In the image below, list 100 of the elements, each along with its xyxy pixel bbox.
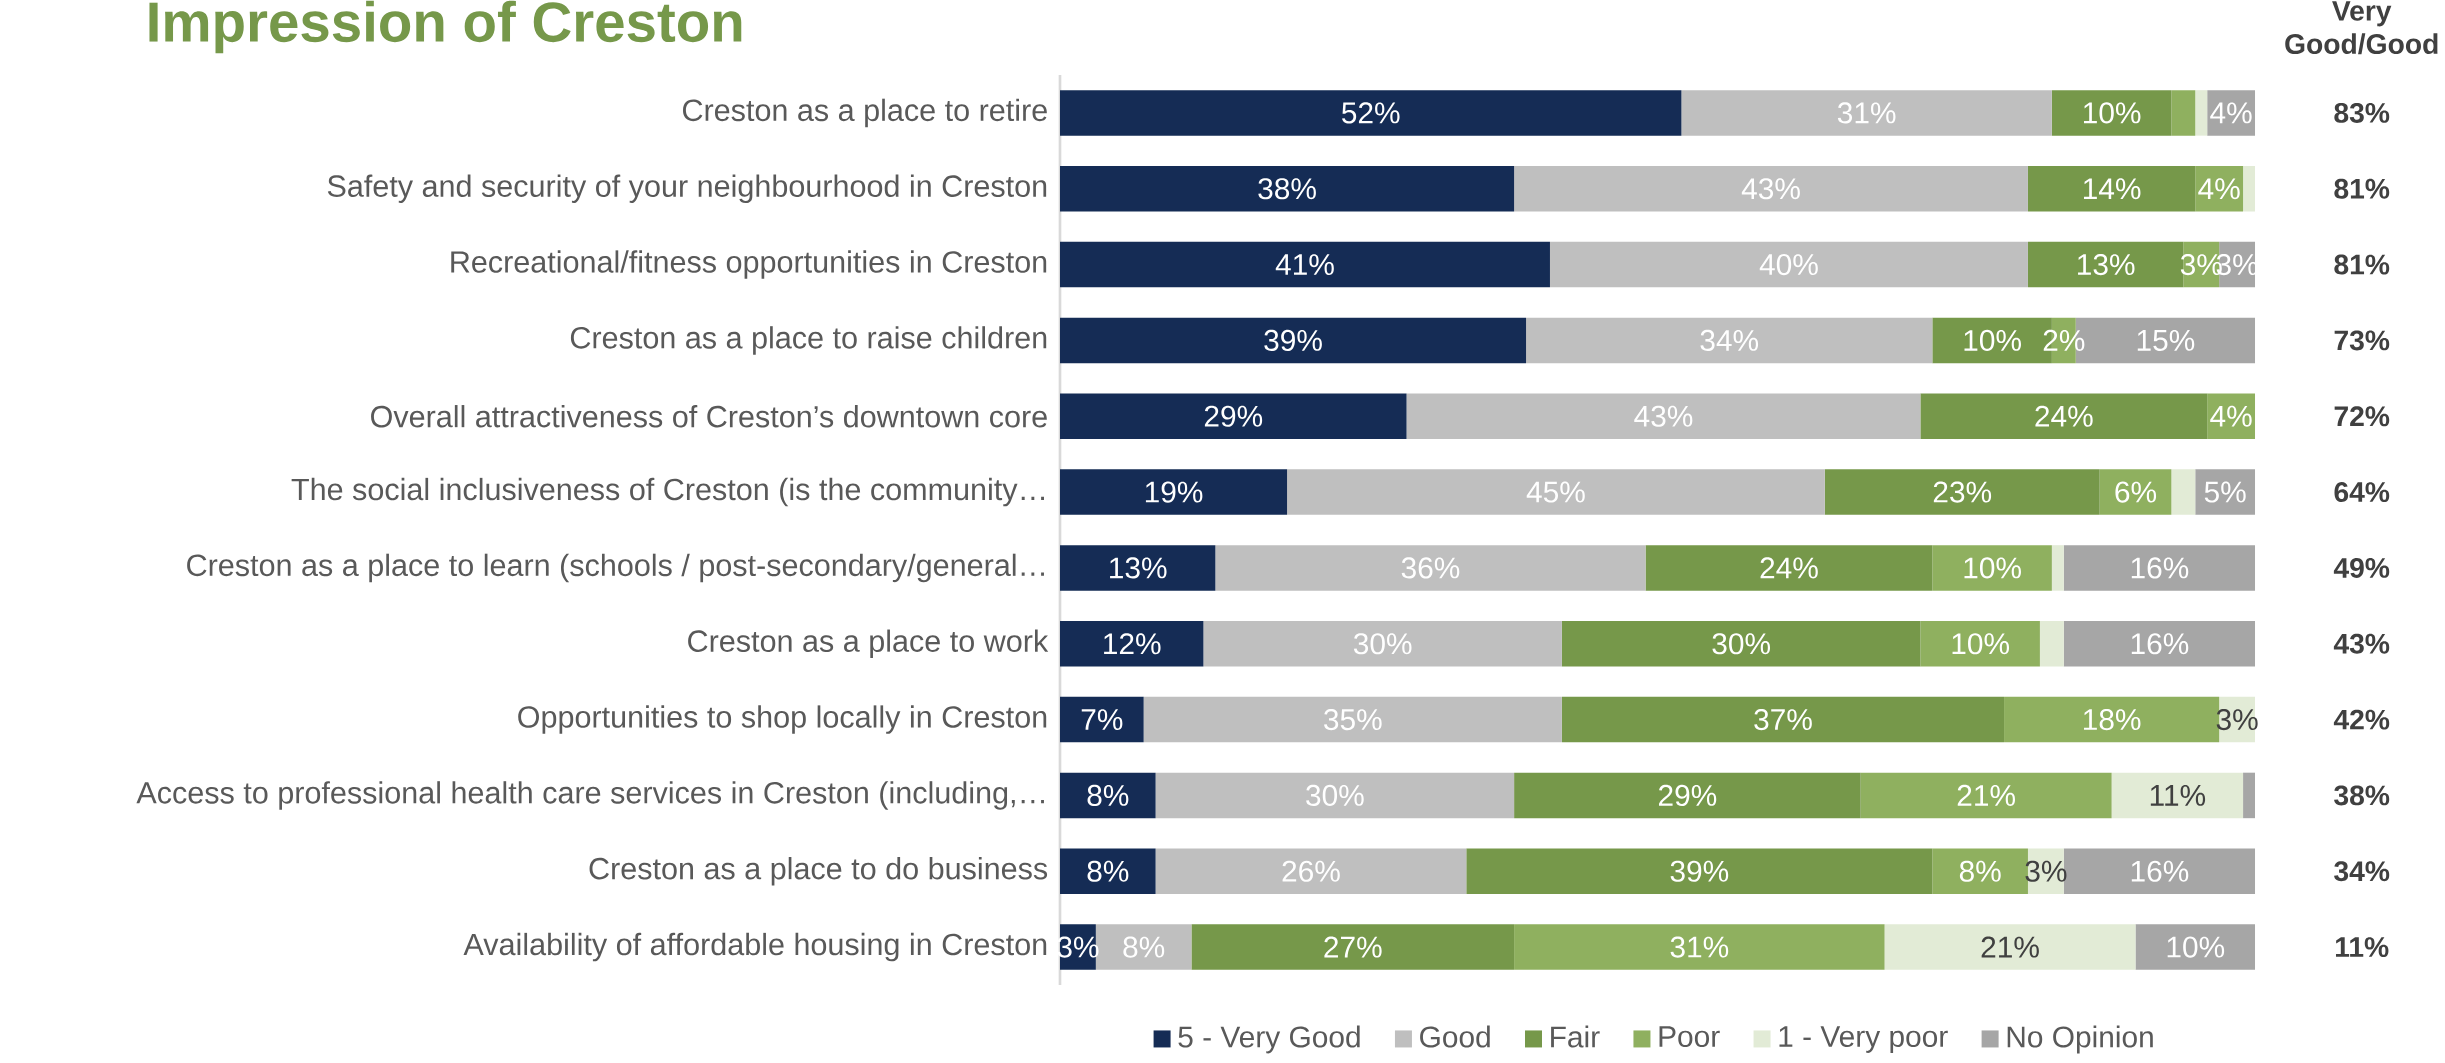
data-label: 31% [1670, 936, 1729, 958]
bar [2243, 772, 2256, 819]
bar [1155, 848, 1467, 895]
y-tick-label: Creston as a place to retire [683, 98, 1047, 128]
text: 42% [2333, 709, 2390, 730]
data-label: 16% [2131, 860, 2189, 882]
bar [1060, 696, 1144, 743]
bar [1060, 469, 1288, 515]
data-label: 30% [1306, 784, 1364, 807]
data-label: 23% [1933, 481, 1992, 503]
data-label: 13% [1110, 557, 1167, 579]
text: 81% [2334, 178, 2390, 199]
bar [1514, 924, 1885, 970]
y-tick-label: Safety and security of your neighbourhood in Creston [327, 174, 1047, 204]
data-label: 37% [1754, 708, 1812, 731]
data-label: 18% [2084, 708, 2141, 731]
data-label: 43% [1741, 178, 1800, 200]
data-label: 35% [1324, 708, 1382, 731]
bar [2051, 545, 2064, 591]
data-label: 16% [2131, 633, 2189, 655]
data-label: 41% [1275, 254, 1334, 276]
data-label: 13% [2078, 253, 2135, 276]
data-label: 34% [1700, 329, 1759, 352]
data-label: 36% [1401, 557, 1460, 579]
data-label: 40% [1759, 253, 1818, 276]
y-tick-label: Access to professional health care services in Creston (including,… [136, 781, 1044, 810]
bar [2195, 90, 2208, 136]
bar [1514, 772, 1861, 819]
data-label: 11% [2150, 784, 2206, 806]
data-label: 2% [2043, 329, 2085, 351]
data-label: 8% [1959, 860, 2001, 882]
y-tick-label: Availability of affordable housing in Creston [463, 932, 1047, 962]
bar [2051, 90, 2172, 136]
legend-label: Good [1420, 1025, 1490, 1048]
bar [1060, 166, 1515, 212]
text: 72% [2334, 406, 2390, 427]
data-label: 21% [1981, 936, 2039, 958]
bar [1060, 545, 1216, 591]
data-label: 8% [1087, 860, 1129, 882]
data-label: 43% [1634, 405, 1693, 427]
bar [2063, 545, 2256, 591]
data-label: 39% [1670, 860, 1729, 882]
data-label: 52% [1342, 102, 1400, 124]
data-label: 8% [1087, 784, 1129, 807]
data-label: 31% [1837, 102, 1896, 124]
text: 11% [2335, 937, 2389, 957]
text: 34% [2334, 861, 2390, 882]
bar [1060, 241, 1550, 288]
legend-label: 1 - Very poor [1779, 1026, 1948, 1053]
data-label: 7% [1081, 709, 1123, 731]
bar [2027, 166, 2196, 212]
data-label: 10% [1952, 633, 2010, 655]
data-label: 38% [1258, 178, 1316, 200]
y-tick-label: The social inclusiveness of Creston (is the community… [291, 477, 1044, 507]
y-tick-label: Recreational/fitness opportunities in Creston [451, 250, 1047, 279]
bar [2063, 621, 2256, 667]
text: Very Good/Good [2285, 1, 2438, 55]
bar [1060, 621, 1204, 667]
bar [2171, 90, 2196, 136]
legend-label: No Opinion [2007, 1025, 2153, 1054]
data-label: 19% [1145, 481, 1203, 503]
data-label: 29% [1658, 784, 1717, 807]
y-tick-label: Creston as a place to raise children [570, 326, 1047, 355]
text: 38% [2334, 785, 2390, 806]
bar [1215, 545, 1646, 591]
bar [2171, 469, 2196, 515]
bar [1920, 621, 2040, 667]
data-label: 29% [1204, 405, 1263, 427]
bar [1824, 469, 2100, 515]
bar [2039, 621, 2064, 667]
data-label: 27% [1324, 936, 1382, 958]
bar [1060, 90, 1682, 136]
bar [1526, 317, 1933, 364]
bar [1466, 848, 1933, 895]
data-label: 10% [1964, 557, 2021, 579]
bar [1287, 469, 1825, 515]
bar [2099, 469, 2172, 515]
data-label: 30% [1712, 633, 1771, 655]
bar [1561, 621, 1921, 667]
data-label: 24% [1760, 557, 1818, 579]
legend-label: 5 - Very Good [1178, 1025, 1360, 1054]
data-label: 4% [2198, 178, 2240, 200]
data-label: 39% [1264, 329, 1322, 352]
y-tick-label: Creston as a place to do business [589, 857, 1048, 886]
data-label: 8% [1123, 936, 1165, 958]
data-label: 21% [1957, 784, 2015, 806]
bar [1060, 772, 1156, 819]
text: 49% [2333, 557, 2390, 578]
data-label: 45% [1526, 481, 1585, 503]
legend-label: Fair [1551, 1025, 1600, 1048]
bar [2243, 166, 2256, 212]
bar [1191, 924, 1515, 970]
data-label: 16% [2131, 557, 2189, 579]
y-tick-label: Overall attractiveness of Creston’s downtown core [371, 405, 1047, 428]
text: 81% [2334, 254, 2390, 275]
bar [1406, 393, 1921, 440]
data-label: 6% [2115, 481, 2157, 503]
bar [1645, 545, 1933, 591]
data-label: 10% [2084, 102, 2141, 124]
bar [2135, 924, 2256, 970]
